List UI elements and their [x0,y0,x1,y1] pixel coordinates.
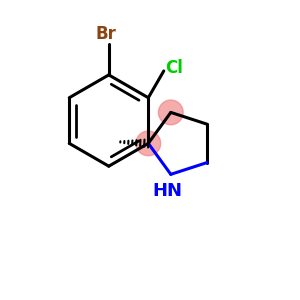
Circle shape [136,131,161,156]
Text: Br: Br [95,25,116,43]
Circle shape [158,100,183,125]
Text: Cl: Cl [165,59,183,77]
Text: HN: HN [153,182,183,200]
